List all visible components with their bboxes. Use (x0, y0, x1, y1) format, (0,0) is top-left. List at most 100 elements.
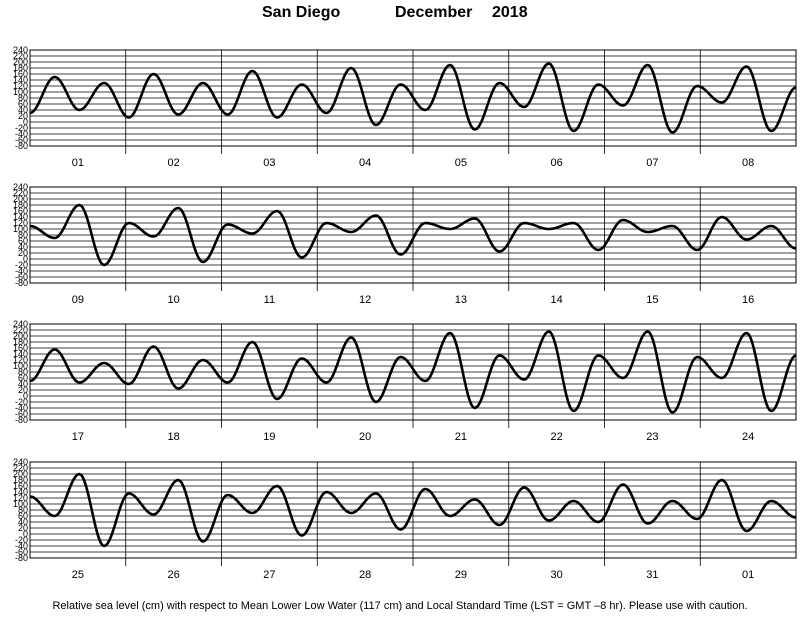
day-label: 03 (263, 157, 275, 169)
y-tick-label: -80 (15, 553, 28, 563)
y-tick-label: 240 (13, 319, 28, 329)
y-tick-label: 120 (13, 218, 28, 228)
y-tick-label: -20 (15, 123, 28, 133)
y-tick-label: 20 (18, 111, 28, 121)
y-tick-label: 200 (13, 194, 28, 204)
y-tick-label: 180 (13, 475, 28, 485)
y-tick-label: 200 (13, 331, 28, 341)
y-tick-label: 140 (13, 349, 28, 359)
y-tick-label: 80 (18, 230, 28, 240)
y-tick-label: 60 (18, 373, 28, 383)
day-label: 06 (551, 157, 563, 169)
y-tick-label: 240 (13, 45, 28, 55)
y-tick-label: -20 (15, 397, 28, 407)
y-tick-label: 20 (18, 248, 28, 258)
y-tick-label: 220 (13, 463, 28, 473)
y-tick-label: 40 (18, 105, 28, 115)
panel-frame (29, 186, 797, 284)
day-label: 29 (455, 569, 467, 581)
y-tick-label: 100 (13, 87, 28, 97)
day-label: 31 (646, 569, 658, 581)
day-label: 01 (72, 157, 84, 169)
tide-curve-line (29, 472, 797, 548)
day-label: 21 (455, 431, 467, 443)
y-tick-label: 40 (18, 242, 28, 252)
y-tick-label: 100 (13, 361, 28, 371)
y-tick-label: -60 (15, 135, 28, 145)
y-tick-label: 100 (13, 499, 28, 509)
y-tick-label: 160 (13, 206, 28, 216)
y-tick-label: -40 (15, 403, 28, 413)
day-label: 09 (72, 294, 84, 306)
y-tick-label: -40 (15, 266, 28, 276)
y-tick-label: 180 (13, 337, 28, 347)
y-tick-label: -80 (15, 415, 28, 425)
y-tick-label: -40 (15, 541, 28, 551)
day-label: 15 (646, 294, 658, 306)
y-tick-label: 60 (18, 511, 28, 521)
y-tick-label: 140 (13, 75, 28, 85)
day-label: 14 (551, 294, 563, 306)
day-label: 26 (168, 569, 180, 581)
day-label: 04 (359, 157, 371, 169)
y-tick-label: 160 (13, 69, 28, 79)
y-tick-label: 0 (23, 254, 28, 264)
y-tick-label: 80 (18, 505, 28, 515)
y-tick-label: 40 (18, 517, 28, 527)
day-label: 18 (168, 431, 180, 443)
year-label: 2018 (492, 4, 528, 21)
panel-3: 240220200180160140120100806040200-20-40-… (13, 319, 797, 443)
y-tick-label: 60 (18, 236, 28, 246)
day-label: 08 (742, 157, 754, 169)
day-label: 11 (264, 294, 275, 306)
day-label: 10 (168, 294, 180, 306)
y-tick-label: 140 (13, 212, 28, 222)
day-label: 12 (359, 294, 371, 306)
tide-curve-line (29, 62, 797, 134)
y-tick-label: 140 (13, 487, 28, 497)
y-tick-label: 220 (13, 325, 28, 335)
y-tick-label: 40 (18, 379, 28, 389)
y-tick-label: 180 (13, 63, 28, 73)
month-label: December (395, 4, 473, 21)
day-label: 02 (168, 157, 180, 169)
y-tick-label: 200 (13, 469, 28, 479)
y-tick-label: 120 (13, 81, 28, 91)
day-label: 27 (263, 569, 275, 581)
y-tick-label: 160 (13, 481, 28, 491)
day-label: 28 (359, 569, 371, 581)
y-tick-label: 0 (23, 529, 28, 539)
day-label: 07 (646, 157, 658, 169)
tide-curve-line (29, 203, 797, 267)
day-label: 20 (359, 431, 371, 443)
y-tick-label: -60 (15, 272, 28, 282)
y-tick-label: 120 (13, 493, 28, 503)
y-tick-label: 160 (13, 343, 28, 353)
y-tick-label: 200 (13, 57, 28, 67)
day-label: 23 (646, 431, 658, 443)
footer-note: Relative sea level (cm) with respect to … (52, 600, 748, 612)
day-label: 17 (72, 431, 84, 443)
y-tick-label: 60 (18, 99, 28, 109)
day-label: 13 (455, 294, 467, 306)
day-label: 22 (551, 431, 563, 443)
day-label: 19 (263, 431, 275, 443)
day-label: 16 (742, 294, 754, 306)
y-tick-label: -20 (15, 260, 28, 270)
y-tick-label: -60 (15, 409, 28, 419)
y-tick-label: -80 (15, 278, 28, 288)
day-label: 05 (455, 157, 467, 169)
y-tick-label: 220 (13, 51, 28, 61)
panel-frame (29, 461, 797, 559)
day-label: 01 (742, 569, 754, 581)
y-tick-label: 80 (18, 93, 28, 103)
day-label: 24 (742, 431, 754, 443)
y-tick-label: 240 (13, 457, 28, 467)
y-tick-label: -80 (15, 141, 28, 151)
y-tick-label: 80 (18, 367, 28, 377)
panel-frame (29, 323, 797, 421)
y-tick-label: 220 (13, 188, 28, 198)
y-tick-label: 120 (13, 355, 28, 365)
panel-frame (29, 49, 797, 147)
